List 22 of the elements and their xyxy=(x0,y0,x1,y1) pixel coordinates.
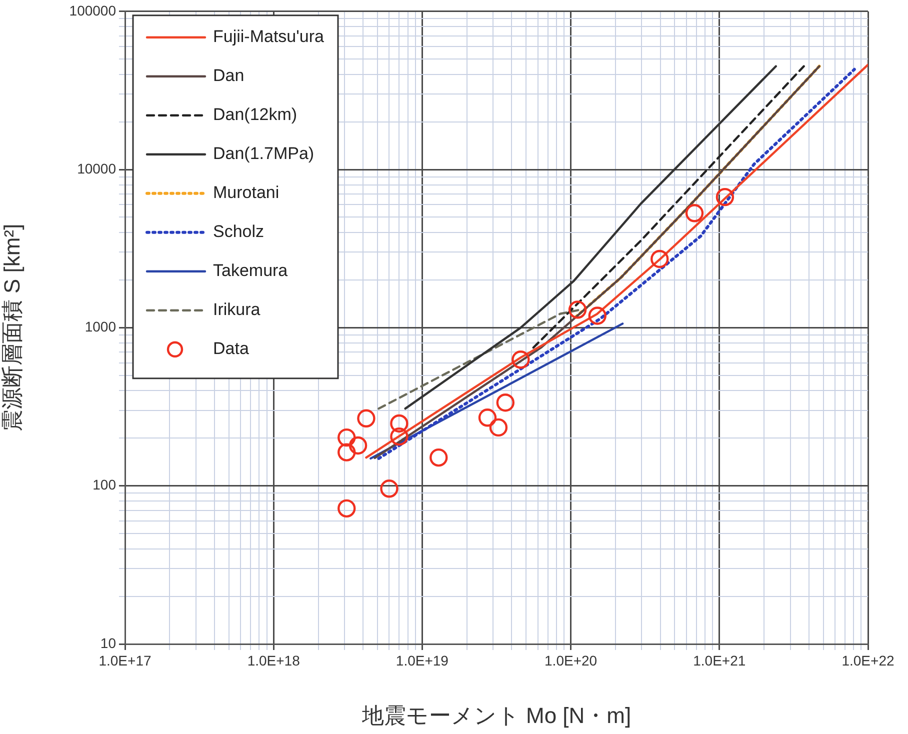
y-axis-title: 震源断層面積 S [km²] xyxy=(0,224,24,432)
x-tick-label: 1.0E+20 xyxy=(544,652,598,668)
legend-label: Dan(1.7MPa) xyxy=(213,144,314,164)
legend-label: Fujii-Matsu'ura xyxy=(213,27,324,46)
legend-label: Dan(12km) xyxy=(213,105,298,124)
y-tick-label: 10 xyxy=(100,634,116,651)
x-tick-label: 1.0E+21 xyxy=(693,652,746,668)
legend-label: Takemura xyxy=(213,261,288,280)
legend-label: Dan xyxy=(213,66,244,86)
y-tick-label: 10000 xyxy=(77,160,116,176)
x-axis-title: 地震モーメント Mo [N・m] xyxy=(360,702,632,728)
y-tick-label: 100 xyxy=(92,476,116,493)
y-tick-label: 100000 xyxy=(69,2,116,18)
x-tick-label: 1.0E+18 xyxy=(247,652,300,668)
x-tick-label: 1.0E+19 xyxy=(396,652,449,668)
x-tick-label: 1.0E+17 xyxy=(98,652,152,668)
legend-label: Scholz xyxy=(213,222,264,242)
y-tick-label: 1000 xyxy=(84,318,116,335)
legend-label: Murotani xyxy=(213,183,280,202)
x-tick-label: 1.0E+22 xyxy=(842,652,894,668)
legend-label: Data xyxy=(213,339,250,358)
legend-label: Irikura xyxy=(213,300,261,320)
